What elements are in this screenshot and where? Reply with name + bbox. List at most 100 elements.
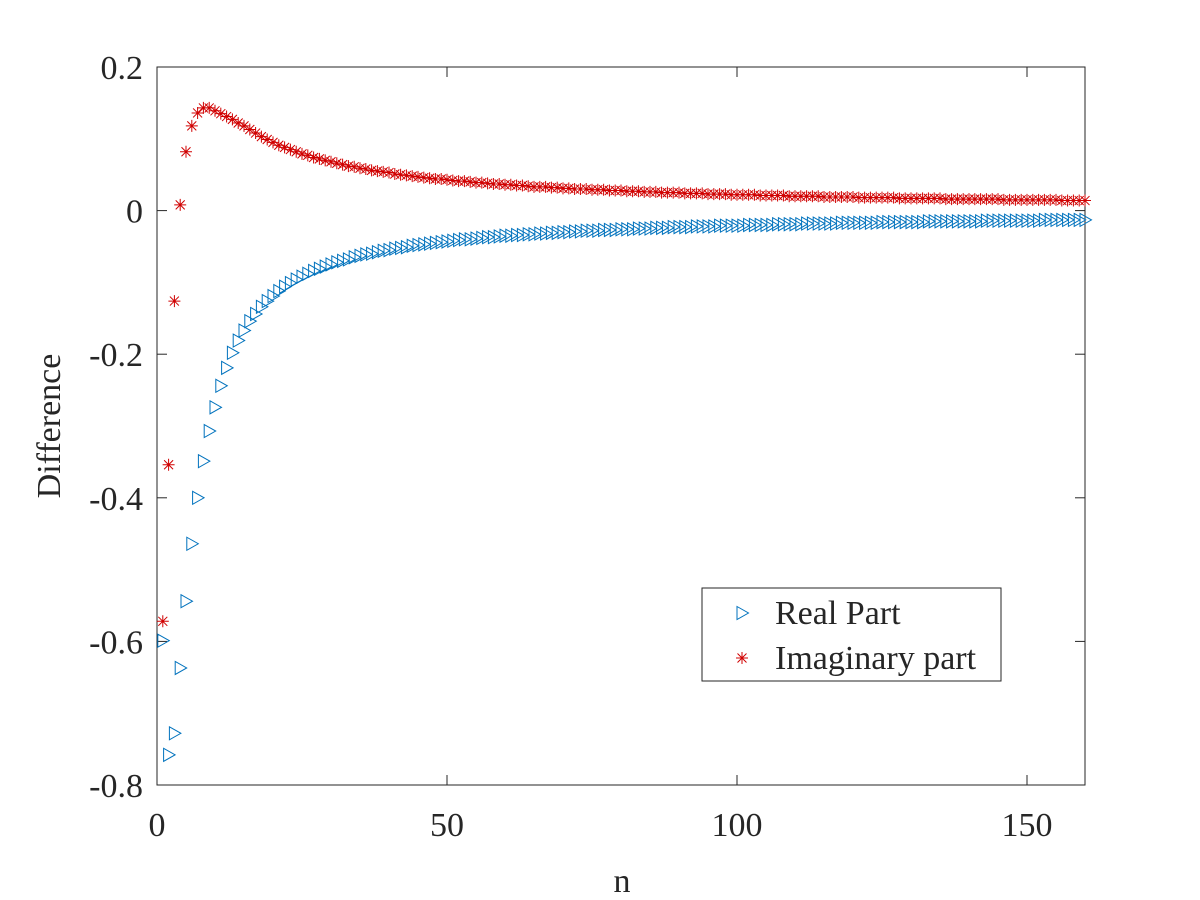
- data-point: [562, 182, 575, 195]
- data-point: [406, 170, 419, 183]
- data-point: [162, 458, 175, 471]
- legend-label: Imaginary part: [775, 640, 977, 677]
- data-point: [185, 119, 198, 132]
- data-point: [748, 188, 761, 201]
- data-point: [412, 170, 424, 183]
- data-point: [423, 172, 436, 185]
- data-point: [157, 633, 171, 649]
- data-point: [163, 747, 177, 763]
- data-point: [632, 185, 645, 198]
- data-point: [174, 660, 188, 676]
- y-tick-label: -0.4: [89, 481, 143, 518]
- data-point: [203, 423, 217, 439]
- data-point: [551, 181, 564, 194]
- y-tick-label: -0.8: [89, 768, 143, 805]
- data-point: [203, 101, 216, 114]
- data-point: [673, 186, 685, 199]
- data-point: [290, 145, 303, 158]
- legend-marker: [736, 652, 748, 664]
- data-point: [209, 399, 223, 415]
- axes-box: [156, 66, 1086, 786]
- data-point: [1050, 193, 1062, 206]
- data-point: [197, 453, 211, 469]
- data-point: [209, 104, 221, 117]
- data-point: [481, 177, 494, 190]
- x-tick-label: 0: [149, 807, 166, 844]
- data-point: [719, 188, 732, 201]
- legend-marker: [736, 605, 750, 621]
- data-point: [186, 536, 200, 552]
- y-tick-label: -0.6: [89, 624, 143, 661]
- data-point: [388, 167, 401, 180]
- data-point: [1079, 194, 1091, 207]
- data-point: [812, 190, 825, 203]
- data-point: [887, 191, 900, 204]
- data-point: [255, 130, 268, 143]
- data-point: [615, 184, 627, 197]
- data-point: [394, 168, 407, 181]
- data-point: [168, 295, 181, 308]
- data-point: [348, 160, 361, 173]
- data-point: [278, 141, 291, 154]
- data-point: [359, 162, 372, 175]
- data-point: [261, 133, 274, 146]
- data-point: [168, 725, 182, 741]
- data-point: [458, 175, 471, 188]
- data-point: [1079, 212, 1093, 228]
- data-point: [441, 173, 453, 186]
- data-point: [696, 187, 709, 200]
- data-point: [342, 160, 355, 173]
- data-point: [649, 185, 662, 198]
- data-point: [214, 107, 227, 120]
- data-point: [446, 174, 459, 187]
- data-point: [336, 158, 349, 171]
- data-point: [354, 162, 366, 175]
- data-point: [284, 143, 297, 156]
- data-point: [226, 113, 239, 126]
- data-point: [580, 183, 593, 196]
- data-point: [539, 180, 552, 193]
- data-point: [377, 165, 390, 178]
- data-point: [847, 190, 859, 203]
- data-point: [192, 490, 206, 506]
- data-point: [597, 183, 610, 196]
- x-axis-label: n: [614, 863, 631, 900]
- data-point: [417, 171, 430, 184]
- data-point: [934, 192, 946, 205]
- data-point: [249, 127, 262, 140]
- data-point: [313, 152, 326, 165]
- data-point: [301, 149, 314, 162]
- data-point: [475, 176, 488, 189]
- legend-label: Real Part: [775, 595, 901, 632]
- data-point: [522, 180, 535, 193]
- data-point: [180, 593, 194, 609]
- data-point: [365, 164, 378, 177]
- data-point: [777, 189, 790, 202]
- data-point: [238, 119, 250, 132]
- y-axis-label: Difference: [31, 354, 68, 499]
- data-point: [325, 155, 337, 168]
- data-point: [226, 345, 240, 361]
- data-point: [232, 117, 245, 130]
- x-tick-label: 150: [1002, 807, 1053, 844]
- data-point: [267, 136, 279, 149]
- x-tick-label: 50: [430, 807, 464, 844]
- data-point: [243, 123, 256, 136]
- data-point: [383, 166, 395, 179]
- data-point: [220, 110, 233, 123]
- data-point: [307, 151, 320, 164]
- data-point: [174, 198, 187, 211]
- data-point: [400, 169, 413, 182]
- data-point: [191, 106, 204, 119]
- data-point: [215, 378, 229, 394]
- data-point: [516, 179, 529, 192]
- data-point: [371, 165, 384, 178]
- legend-box: [701, 587, 1002, 682]
- data-point: [319, 154, 332, 167]
- data-point: [493, 178, 506, 191]
- data-point: [296, 147, 308, 160]
- data-point: [221, 360, 235, 376]
